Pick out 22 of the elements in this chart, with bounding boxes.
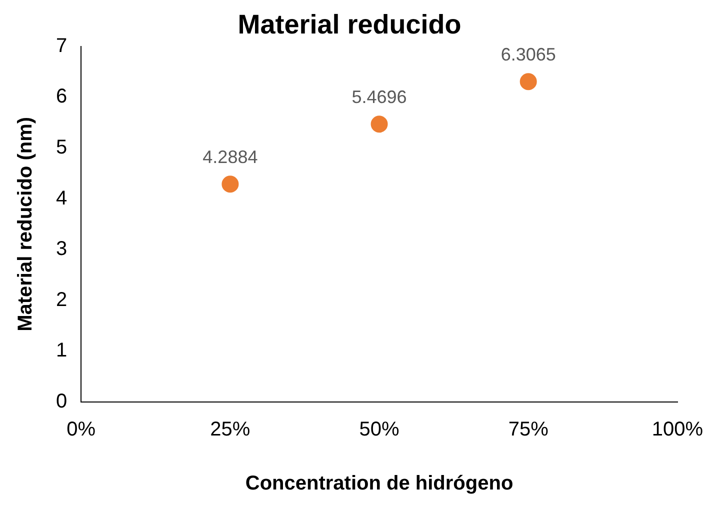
- x-axis-title: Concentration de hidrógeno: [245, 472, 514, 495]
- y-tick-label: 3: [56, 238, 68, 260]
- y-tick-label: 5: [56, 136, 68, 159]
- x-tick-label: 25%: [210, 418, 250, 441]
- x-tick-label: 75%: [508, 418, 549, 441]
- point: [370, 116, 388, 133]
- y-tick-label: 2: [56, 288, 68, 311]
- x-tick-label: 0%: [66, 418, 96, 441]
- point: [520, 73, 537, 90]
- y-tick-label: 1: [56, 340, 68, 362]
- y-tick-label: 7: [56, 34, 68, 57]
- x-tick-label: 100%: [652, 418, 704, 441]
- data-label: 5.4696: [352, 87, 407, 108]
- x-tick-label: 50%: [359, 418, 400, 441]
- point: [222, 176, 239, 193]
- y-tick-label: 0: [56, 390, 68, 413]
- chart-title: Material reducido: [238, 10, 462, 40]
- y-tick-label: 4: [56, 187, 68, 210]
- y-tick-label: 6: [56, 86, 68, 108]
- data-label: 6.3065: [500, 44, 556, 65]
- y-axis-title: Material reducido (nm): [14, 116, 37, 332]
- data-label: 4.2884: [202, 147, 258, 168]
